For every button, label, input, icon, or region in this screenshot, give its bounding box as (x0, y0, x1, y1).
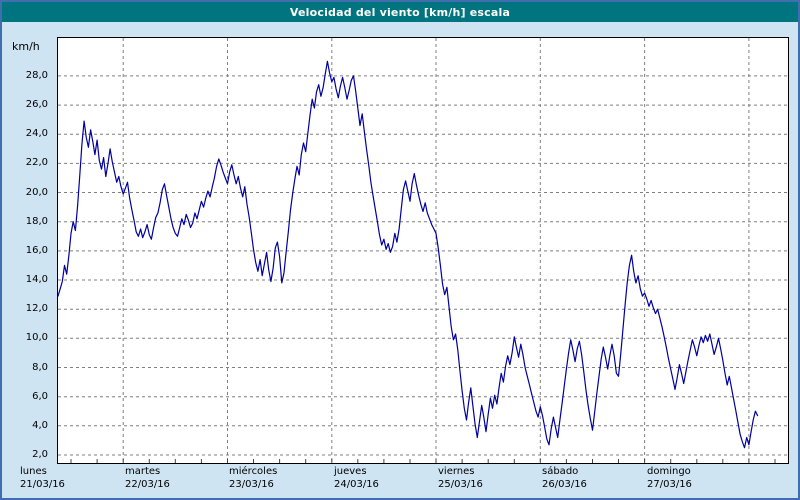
y-axis-unit-label: km/h (12, 40, 40, 53)
day-name: miércoles (229, 466, 278, 477)
y-axis-tick-label: 24,0 (25, 128, 48, 139)
day-date: 24/03/16 (334, 479, 379, 490)
y-axis-tick-label: 22,0 (25, 157, 48, 168)
y-axis-tick-label: 28,0 (25, 70, 48, 81)
day-date: 22/03/16 (125, 479, 170, 490)
day-date: 25/03/16 (438, 479, 483, 490)
y-axis-tick-label: 2,0 (32, 449, 48, 460)
x-axis-day-label: domingo 27/03/16 (647, 465, 692, 491)
y-axis-tick-label: 18,0 (25, 216, 48, 227)
y-axis-tick-label: 26,0 (25, 99, 48, 110)
y-axis-tick-label: 10,0 (25, 332, 48, 343)
y-axis-tick-label: 4,0 (32, 420, 48, 431)
title-bar: Velocidad del viento [km/h] escala (2, 2, 798, 22)
x-axis-day-label: lunes 21/03/16 (20, 465, 65, 491)
x-axis-day-label: martes 22/03/16 (125, 465, 170, 491)
x-axis-day-label: miércoles 23/03/16 (229, 465, 277, 491)
day-name: jueves (334, 466, 367, 477)
window-title: Velocidad del viento [km/h] escala (289, 5, 511, 19)
day-date: 27/03/16 (647, 479, 692, 490)
x-axis-day-label: viernes 25/03/16 (438, 465, 483, 491)
y-axis-tick-label: 6,0 (32, 391, 48, 402)
day-name: sábado (542, 466, 579, 477)
day-name: viernes (438, 466, 475, 477)
x-axis-day-label: jueves 24/03/16 (334, 465, 379, 491)
y-axis-tick-label: 8,0 (32, 362, 48, 373)
y-axis-tick-label: 20,0 (25, 187, 48, 198)
wind-speed-line (58, 60, 759, 449)
day-name: domingo (647, 466, 691, 477)
x-axis-day-label: sábado 26/03/16 (542, 465, 587, 491)
day-date: 23/03/16 (229, 479, 274, 490)
wind-speed-plot (57, 37, 789, 464)
y-axis-tick-label: 14,0 (25, 274, 48, 285)
day-date: 26/03/16 (542, 479, 587, 490)
day-name: martes (125, 466, 161, 477)
day-name: lunes (20, 466, 47, 477)
y-axis-tick-label: 16,0 (25, 245, 48, 256)
y-axis-tick-label: 12,0 (25, 303, 48, 314)
y-axis-labels: 2,0 4,0 6,0 8,0 10,0 12,0 14,0 16,0 18,0 20,0 22,0… (2, 38, 52, 463)
day-date: 21/03/16 (20, 479, 65, 490)
x-axis-labels: lunes 21/03/16 martes 22/03/16 miércoles 23/0… (20, 465, 788, 497)
